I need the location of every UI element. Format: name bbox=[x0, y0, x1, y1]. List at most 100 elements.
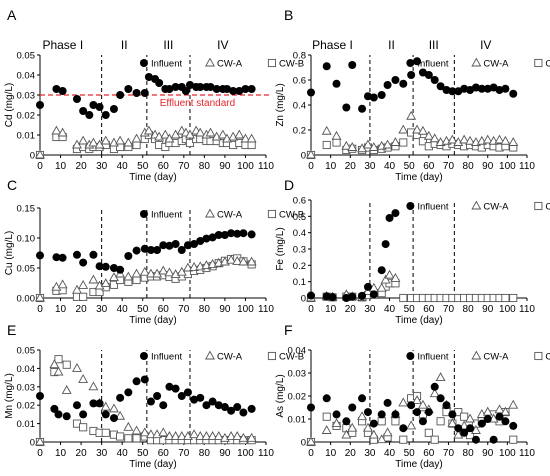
data-point-circle bbox=[363, 282, 372, 291]
data-point-circle bbox=[171, 83, 180, 91]
data-point-circle bbox=[95, 103, 104, 111]
x-tick-label: 10 bbox=[325, 161, 337, 172]
x-tick-label: 80 bbox=[199, 448, 211, 459]
x-tick-label: 30 bbox=[96, 161, 108, 172]
data-point-square bbox=[377, 417, 386, 426]
y-tick-label: 0.05 bbox=[17, 51, 36, 62]
data-point-circle bbox=[58, 253, 67, 262]
data-point-triangle bbox=[412, 124, 423, 134]
data-point-triangle bbox=[145, 429, 156, 439]
data-point-triangle bbox=[246, 256, 257, 266]
legend-label: CW-B bbox=[279, 210, 304, 221]
x-tick-label: 70 bbox=[178, 304, 190, 315]
data-point-square bbox=[534, 351, 543, 361]
y-tick-label: 0.6 bbox=[293, 196, 306, 207]
data-point-circle bbox=[448, 410, 457, 419]
data-point-circle bbox=[183, 241, 192, 250]
data-point-square bbox=[509, 435, 518, 444]
data-point-triangle bbox=[53, 366, 64, 376]
data-point-triangle bbox=[453, 429, 464, 439]
x-tick-label: 20 bbox=[76, 448, 88, 459]
x-tick-label: 100 bbox=[237, 304, 254, 315]
data-point-circle bbox=[208, 233, 217, 242]
data-point-circle bbox=[348, 292, 357, 301]
data-point-circle bbox=[140, 89, 149, 97]
legend-label: Influent bbox=[151, 210, 183, 221]
data-point-circle bbox=[247, 85, 256, 93]
data-point-circle bbox=[385, 213, 394, 222]
data-point-triangle bbox=[123, 271, 134, 281]
data-point-square bbox=[116, 432, 125, 441]
data-point-triangle bbox=[412, 395, 423, 405]
data-point-circle bbox=[36, 101, 44, 109]
data-point-triangle bbox=[465, 413, 476, 423]
data-point-circle bbox=[181, 87, 190, 95]
data-point-circle bbox=[406, 202, 415, 210]
x-tick-label: 20 bbox=[76, 161, 88, 172]
data-point-triangle bbox=[382, 427, 393, 437]
data-point-square bbox=[399, 293, 408, 303]
data-point-circle bbox=[448, 87, 457, 96]
data-point-circle bbox=[342, 417, 351, 426]
data-point-circle bbox=[196, 393, 205, 402]
data-point-triangle bbox=[145, 268, 156, 278]
data-point-square bbox=[124, 434, 133, 443]
data-point-triangle bbox=[115, 135, 126, 145]
data-point-circle bbox=[391, 410, 400, 419]
data-point-circle bbox=[89, 101, 98, 109]
y-tick-label: 0.15 bbox=[17, 204, 36, 215]
data-point-circle bbox=[196, 83, 205, 91]
data-point-triangle bbox=[195, 431, 206, 440]
data-point-triangle bbox=[447, 418, 458, 428]
data-point-circle bbox=[52, 85, 61, 93]
x-tick-label: 110 bbox=[519, 161, 535, 172]
data-point-circle bbox=[101, 262, 110, 271]
data-point-triangle bbox=[321, 425, 332, 434]
data-point-circle bbox=[116, 91, 125, 99]
y-tick-label: 0.4 bbox=[293, 101, 306, 112]
data-point-circle bbox=[206, 83, 215, 91]
y-tick-label: 0.02 bbox=[17, 111, 36, 122]
data-point-circle bbox=[501, 417, 510, 426]
data-point-circle bbox=[241, 85, 250, 93]
data-point-circle bbox=[220, 403, 229, 412]
y-tick-label: 0.4 bbox=[293, 228, 306, 239]
data-point-triangle bbox=[195, 127, 206, 137]
data-point-triangle bbox=[471, 350, 482, 360]
y-tick-label: 0.04 bbox=[17, 364, 36, 375]
panel-letter: D bbox=[284, 177, 294, 193]
data-point-triangle bbox=[123, 421, 134, 431]
data-point-circle bbox=[132, 377, 141, 386]
data-point-square bbox=[109, 280, 119, 289]
data-point-circle bbox=[165, 382, 174, 391]
data-point-circle bbox=[247, 404, 256, 413]
data-point-circle bbox=[307, 291, 315, 300]
data-point-circle bbox=[58, 87, 67, 95]
data-point-circle bbox=[153, 246, 162, 254]
data-point-circle bbox=[146, 246, 155, 254]
data-point-circle bbox=[132, 89, 141, 97]
data-point-triangle bbox=[357, 411, 368, 421]
data-point-triangle bbox=[170, 431, 181, 440]
y-tick-label: 0.05 bbox=[17, 346, 36, 357]
data-point-circle bbox=[332, 410, 341, 419]
data-point-circle bbox=[509, 421, 518, 430]
legend-label: CW-A bbox=[483, 352, 509, 363]
data-point-triangle bbox=[204, 57, 215, 67]
x-tick-label: 50 bbox=[404, 304, 416, 315]
phase-label: III bbox=[429, 38, 439, 52]
legend-label: CW-A bbox=[217, 59, 243, 70]
data-point-square bbox=[54, 355, 63, 364]
x-tick-label: 40 bbox=[117, 304, 129, 315]
data-point-circle bbox=[471, 435, 480, 444]
x-tick-label: 90 bbox=[482, 304, 494, 315]
data-point-circle bbox=[116, 393, 125, 402]
data-point-triangle bbox=[390, 137, 401, 146]
x-tick-label: 90 bbox=[219, 448, 231, 459]
data-point-square bbox=[79, 423, 88, 432]
y-axis-label: Zn (mg/L) bbox=[275, 83, 286, 126]
y-tick-label: 0 bbox=[301, 151, 306, 162]
data-point-circle bbox=[212, 85, 221, 93]
data-point-triangle bbox=[238, 432, 249, 442]
data-point-square bbox=[101, 428, 110, 437]
